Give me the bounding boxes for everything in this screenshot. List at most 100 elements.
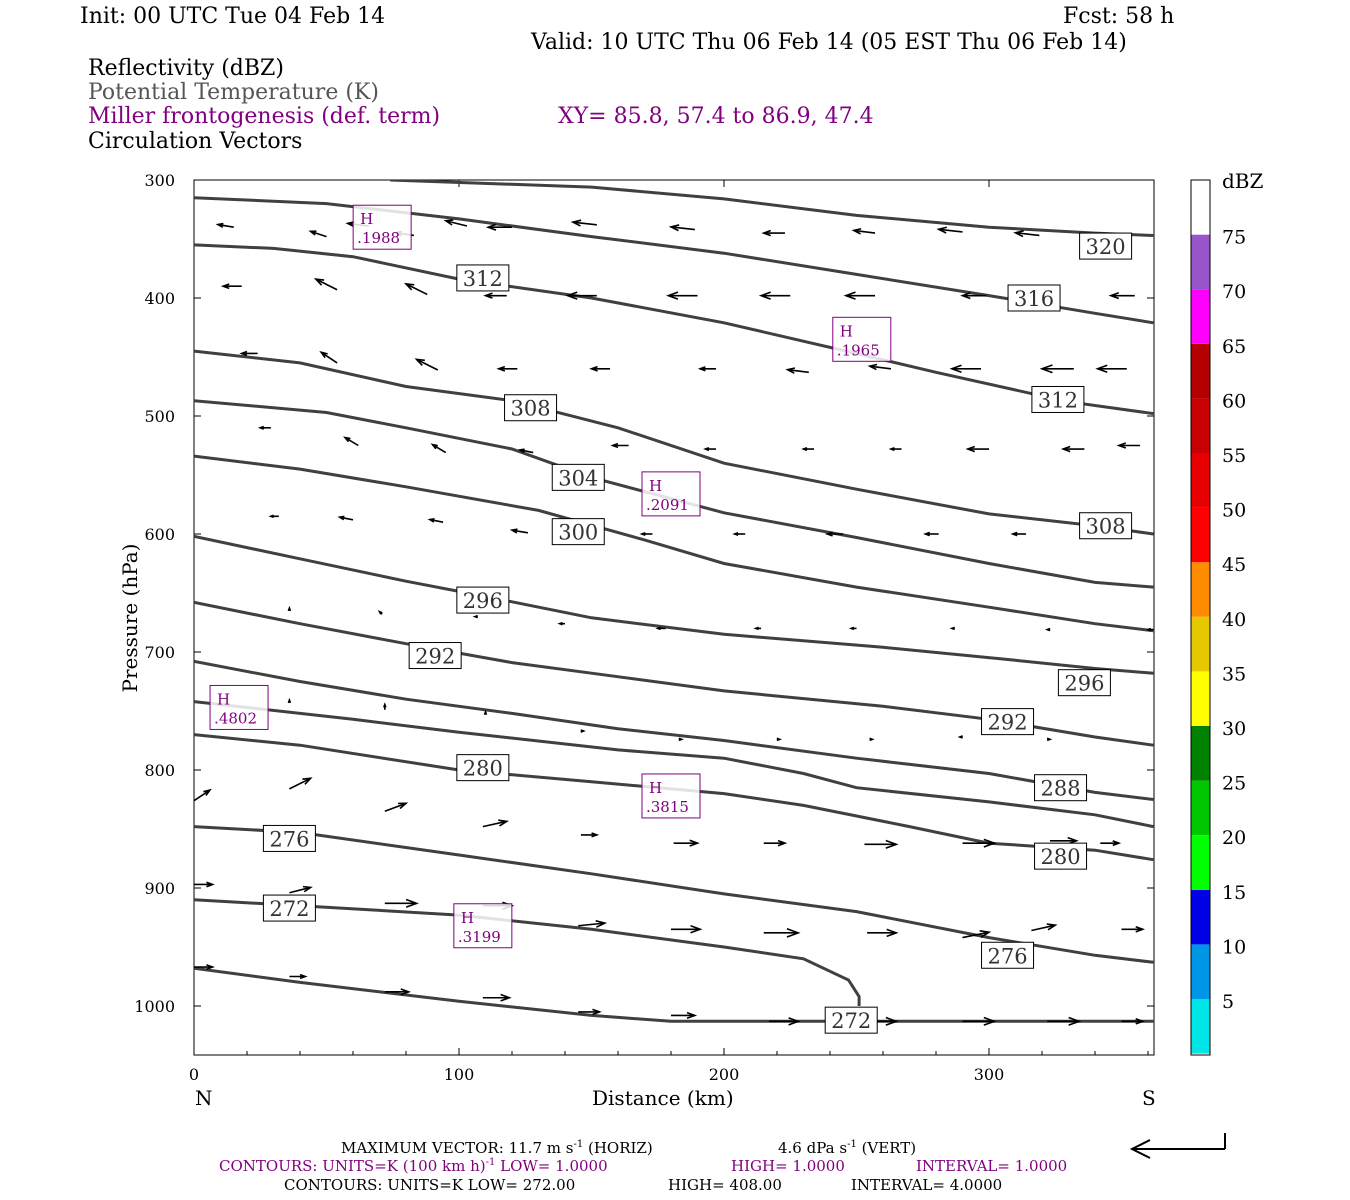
isentrope-label-box [1079,232,1133,260]
colorbar-bin [1191,999,1210,1054]
colorbar-label: 5 [1222,991,1234,1013]
x-axis-title: Distance (km) [592,1086,734,1110]
colorbar-label: 45 [1222,554,1246,576]
isentrope-label-box [456,264,510,292]
circulation-vector [949,364,982,374]
circulation-vector [215,222,234,229]
isentrope-276 [194,825,1154,964]
isentrope-label-box [456,754,510,782]
circulation-vector [666,291,698,300]
circulation-vector [776,737,782,742]
circulation-vector [962,1016,997,1026]
circulation-vector [843,291,876,300]
circulation-vector [962,930,992,939]
circulation-vector [343,436,359,447]
frontogenesis-max: H.1988 [352,204,412,250]
isentrope-label: 280 [463,757,503,781]
circulation-vector [769,1017,801,1026]
circulation-vector [610,442,629,449]
circulation-vector [289,777,313,790]
colorbar-frame [1190,179,1211,1056]
valid-time: Valid: 10 UTC Thu 06 Feb 14 (05 EST Thu … [531,30,1127,55]
field-reflectivity-label: Reflectivity (dBZ) [88,56,284,81]
isentrope-label: 288 [1041,777,1081,801]
isentrope-label-box [456,586,510,614]
circulation-vector [570,219,597,227]
circulation-vector [220,283,242,290]
circulation-vector [414,358,439,371]
isentrope-label: 312 [1038,388,1078,412]
isentrope-label: 308 [1086,515,1126,539]
circulation-vector [1100,840,1122,847]
isentrope-label: 316 [1014,287,1054,311]
circulation-vector [867,928,899,938]
theta-contour-high: HIGH= 408.00 [668,1176,782,1194]
circulation-vector [801,447,815,452]
isentrope-label-box [504,394,558,422]
colorbar-bin [1191,234,1210,290]
circulation-vector [194,964,215,971]
circulation-vector [673,839,700,847]
circulation-vector [753,626,762,631]
colorbar-bin [1191,180,1210,235]
x-tick-label: 200 [709,1065,740,1084]
circulation-vector [517,448,534,454]
circulation-vector [1108,292,1135,300]
y-tick-label: 500 [144,407,175,426]
circulation-vector [287,605,292,612]
circulation-vector [257,425,271,430]
circulation-vector [319,351,338,364]
circulation-vector [1121,926,1146,933]
circulation-vector [337,515,354,521]
circulation-vector [580,729,586,733]
colorbar-label: 70 [1222,281,1246,303]
circulation-vector [483,292,507,299]
circulation-vector [957,735,963,739]
circulation-vector [785,367,809,374]
frontogenesis-contour-high: HIGH= 1.0000 [731,1157,845,1175]
theta-contour-interval: INTERVAL= 4.0000 [851,1176,1003,1194]
circulation-vector [239,350,258,357]
frontogenesis-max: H.4802 [209,684,269,730]
circulation-vector [1095,364,1127,374]
isentrope-label: 320 [1086,235,1126,259]
high-value: .1988 [357,229,400,247]
isentrope-label: 296 [463,589,503,613]
frontogenesis-max: H.2091 [641,471,701,517]
x-tick-label: 100 [444,1065,475,1084]
colorbar-bin [1191,671,1210,726]
isentrope-label-box [1079,512,1133,540]
circulation-vector [936,226,963,234]
y-tick-label: 400 [144,289,175,308]
frontogenesis-contour-info: CONTOURS: UNITS=K (100 km h)-1 LOW= 1.00… [219,1157,608,1175]
colorbar-label: 40 [1222,609,1246,631]
colorbar-bin [1191,453,1210,508]
circulation-vector [864,839,899,849]
isentrope-label: 272 [831,1009,871,1033]
circulation-vector [485,223,512,231]
frontogenesis-contour-interval: INTERVAL= 1.0000 [916,1157,1068,1175]
isentrope-label: 276 [988,944,1028,968]
circulation-vector [763,927,801,938]
circulation-vector [1046,737,1053,742]
high-value: .1965 [837,341,880,359]
y-tick-label: 600 [144,525,175,544]
circulation-vector [1145,627,1154,632]
colorbar-title: dBZ [1222,169,1264,193]
circulation-vector [1010,531,1027,537]
circulation-vector [1060,445,1085,453]
circulation-vector [1044,627,1051,632]
colorbar-label: 10 [1222,936,1246,958]
colorbar-label: 25 [1222,773,1246,795]
circulation-vector [851,227,876,235]
circulation-vector [825,531,844,537]
forecast-hour: Fcst: 58 h [1063,4,1175,29]
circulation-vector [1121,1018,1146,1025]
circulation-vector [1031,923,1058,932]
circulation-vector [289,973,308,980]
isentrope-label: 312 [463,267,503,291]
circulation-vector [377,609,383,615]
circulation-vector [308,230,327,238]
circulation-vector [384,988,411,996]
circulation-vector [869,737,875,742]
